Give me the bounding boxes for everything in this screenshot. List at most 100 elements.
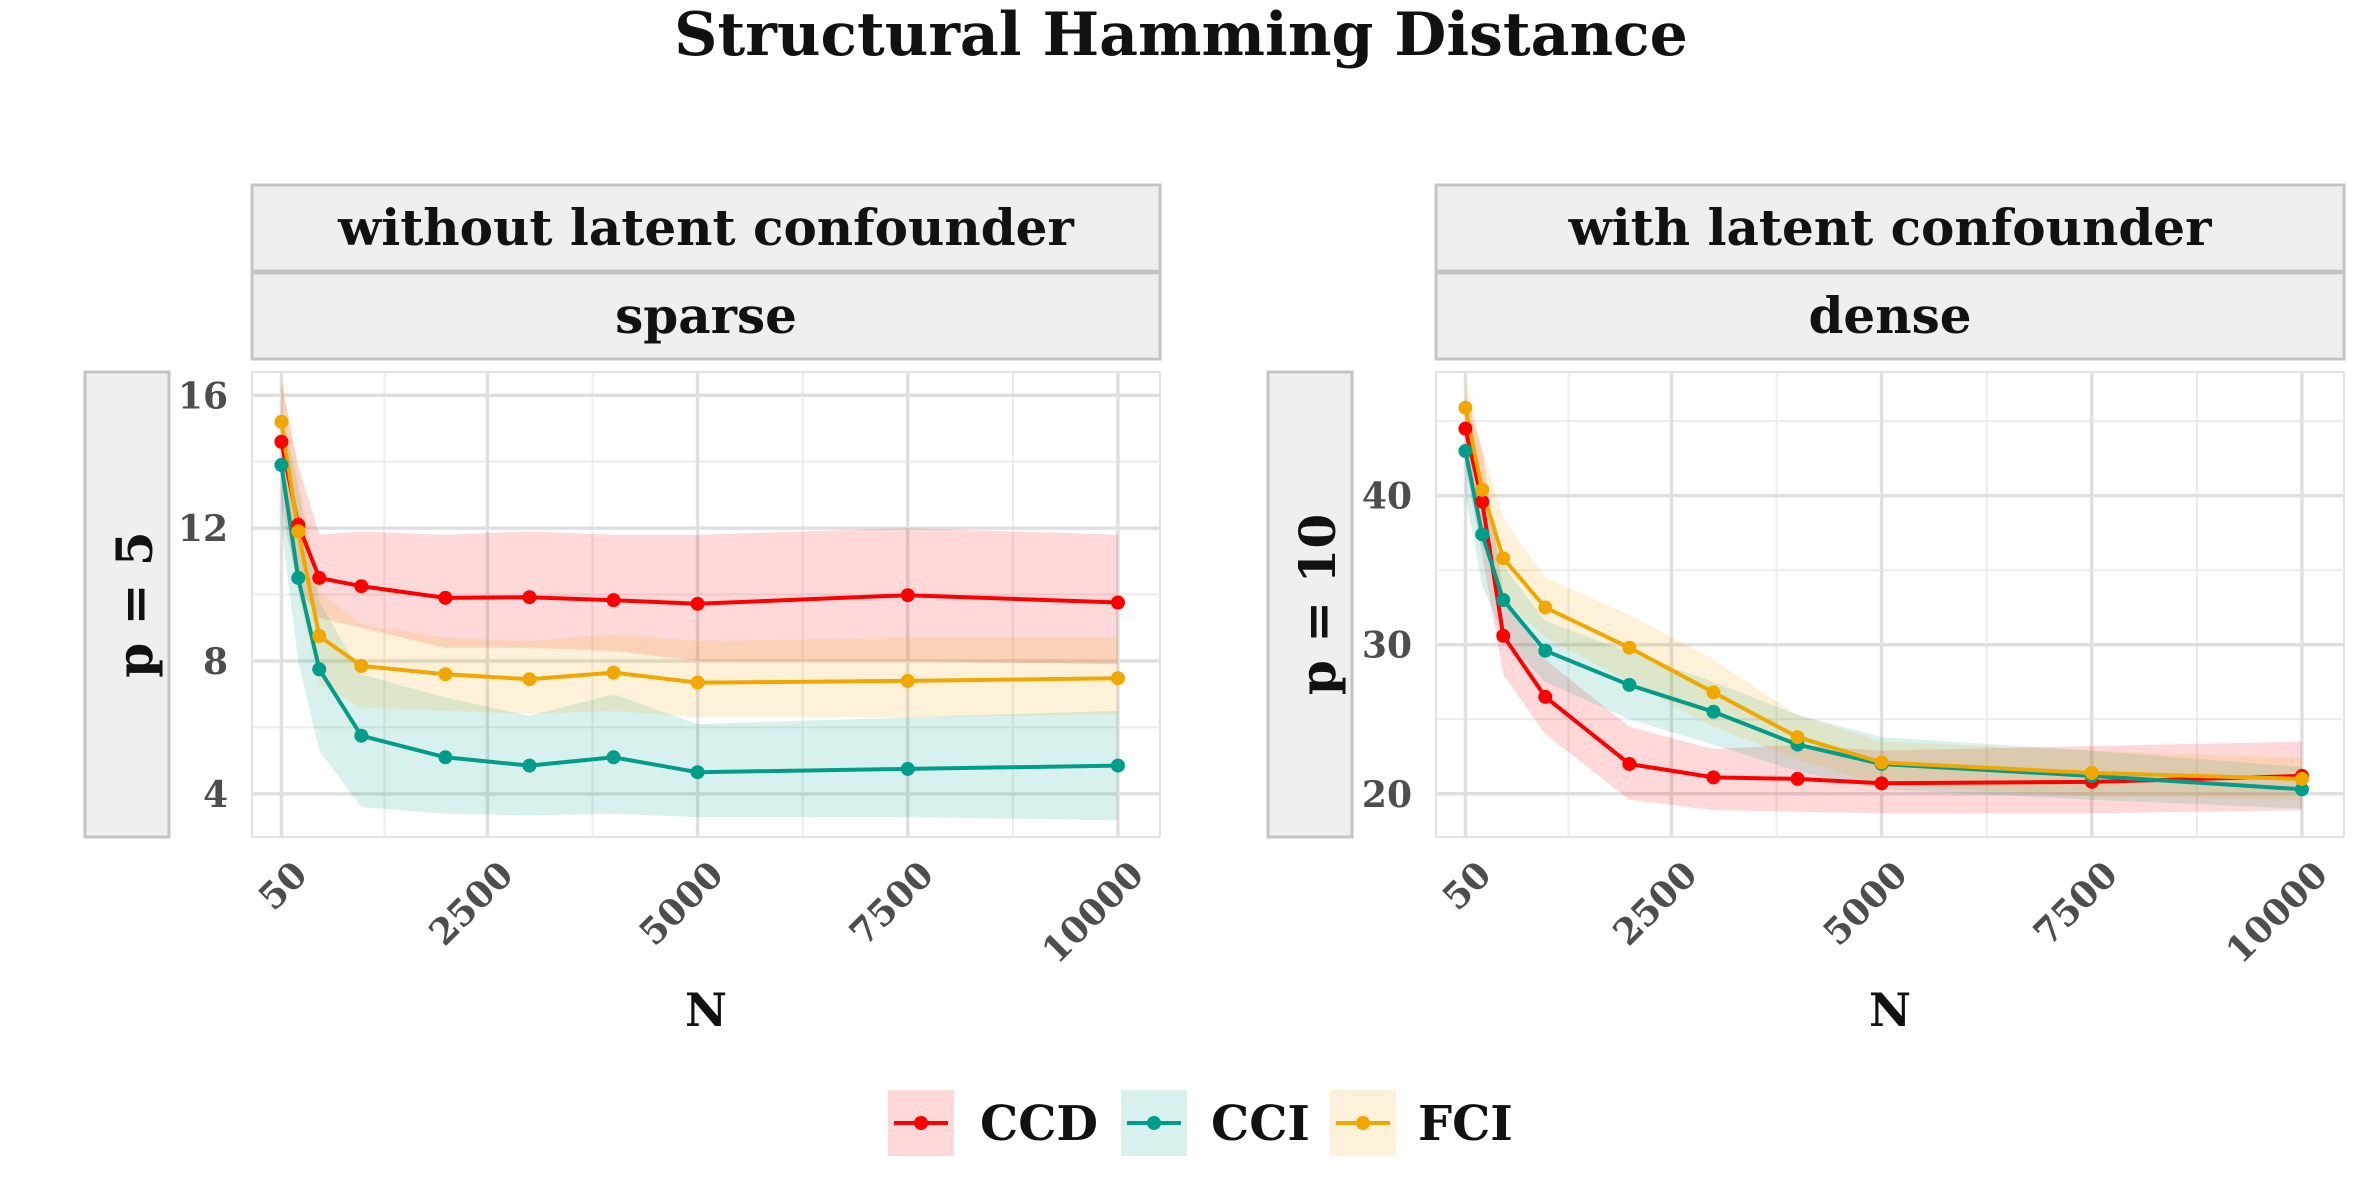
point-ccd — [1874, 776, 1889, 791]
y-tick-label: 16 — [178, 375, 228, 417]
x-tick-label: 7500 — [2025, 853, 2126, 954]
line-ccd — [279, 441, 1119, 606]
row-strip-left-box — [83, 370, 171, 839]
point-fci — [2084, 765, 2099, 780]
x-tick-label: 5000 — [631, 853, 732, 954]
y-tick-label: 40 — [1362, 476, 1412, 518]
point-ccd — [1622, 756, 1637, 771]
point-cci — [291, 570, 306, 585]
band-cci — [281, 408, 1118, 821]
strip-mid-right: dense — [1808, 286, 1971, 345]
point-fci — [690, 675, 705, 690]
line-cci — [1463, 450, 2303, 792]
legend: CCD CCI FCI — [888, 1090, 1513, 1156]
point-cci — [900, 761, 915, 776]
point-fci — [274, 414, 289, 429]
point-cci — [1458, 443, 1473, 458]
strip-top-left-box — [250, 183, 1162, 273]
point-fci — [900, 673, 915, 688]
y-tick-label: 8 — [203, 641, 228, 683]
point-ccd — [1110, 595, 1125, 610]
x-axis-title-left: N — [685, 983, 727, 1037]
x-tick-label: 10000 — [2218, 853, 2336, 971]
point-ccd — [690, 596, 705, 611]
chart-title: Structural Hamming Distance — [674, 0, 1688, 70]
point-fci — [1458, 400, 1473, 415]
point-fci — [1110, 671, 1125, 686]
point-ccd — [438, 590, 453, 605]
x-tick-label: 7500 — [841, 853, 942, 954]
point-fci — [522, 672, 537, 687]
legend-label-fci: FCI — [1418, 1096, 1513, 1152]
point-cci — [438, 750, 453, 765]
strip-mid-right-box — [1434, 271, 2346, 361]
point-fci — [1538, 600, 1553, 615]
facet-right-strips: with latent confounder dense p = 10 — [1266, 183, 2346, 839]
strip-top-left: without latent confounder — [337, 198, 1074, 257]
band-fci — [281, 375, 1118, 718]
point-ccd — [900, 588, 915, 603]
point-fci — [1496, 551, 1511, 566]
line-cci — [279, 464, 1119, 775]
point-cci — [522, 758, 537, 773]
point-cci — [1496, 593, 1511, 608]
point-ccd — [1496, 628, 1511, 643]
y-tick-label: 20 — [1362, 774, 1412, 816]
row-strip-right-box — [1266, 370, 1354, 839]
point-fci — [1790, 730, 1805, 745]
point-fci — [1475, 482, 1490, 497]
point-ccd — [1475, 494, 1490, 509]
point-fci — [1622, 640, 1637, 655]
x-tick-label: 2500 — [421, 853, 522, 954]
point-cci — [2294, 782, 2309, 797]
y-tick-label: 30 — [1362, 625, 1412, 667]
point-ccd — [1538, 689, 1553, 704]
strip-top-right: with latent confounder — [1568, 198, 2213, 257]
x-tick-label: 50 — [250, 853, 315, 918]
panel-left: 4 8 12 16 50 2500 5000 7500 10000 — [178, 371, 1161, 972]
point-cci — [1706, 704, 1721, 719]
legend-label-cci: CCI — [1211, 1096, 1310, 1152]
legend-point-fci — [1356, 1116, 1370, 1130]
point-ccd — [1790, 771, 1805, 786]
panel-border — [1435, 371, 2345, 838]
strip-mid-left: sparse — [615, 286, 797, 345]
legend-point-cci — [1147, 1116, 1161, 1130]
line-fci — [1463, 407, 2303, 781]
strip-top-right-box — [1434, 183, 2346, 273]
point-fci — [438, 667, 453, 682]
point-cci — [606, 750, 621, 765]
point-ccd — [274, 434, 289, 449]
point-cci — [274, 458, 289, 472]
band-ccd — [1465, 394, 2302, 814]
row-strip-left: p = 5 — [105, 531, 164, 677]
x-tick-label: 10000 — [1034, 853, 1152, 971]
panel-right: 20 30 40 50 2500 5000 7500 10000 — [1362, 371, 2345, 972]
point-fci — [354, 658, 369, 673]
x-tick-label: 50 — [1434, 853, 1499, 918]
x-tick-label: 2500 — [1605, 853, 1706, 954]
point-fci — [1874, 755, 1889, 770]
strip-mid-left-box — [250, 271, 1162, 361]
point-cci — [1475, 527, 1490, 542]
band-fci — [1465, 379, 2302, 800]
point-ccd — [522, 590, 537, 605]
point-ccd — [1706, 770, 1721, 785]
point-cci — [354, 728, 369, 743]
facet-left-strips: without latent confounder sparse p = 5 — [83, 183, 1162, 839]
row-strip-right: p = 10 — [1288, 514, 1347, 695]
point-cci — [312, 662, 327, 677]
point-cci — [1538, 643, 1553, 658]
point-fci — [606, 665, 621, 680]
point-fci — [2294, 771, 2309, 786]
point-ccd — [606, 593, 621, 608]
x-tick-label: 5000 — [1815, 853, 1916, 954]
point-fci — [1706, 685, 1721, 700]
y-tick-label: 12 — [178, 508, 228, 550]
point-ccd — [354, 579, 369, 594]
band-cci — [1465, 407, 2302, 809]
line-fci — [279, 421, 1119, 685]
point-fci — [291, 524, 306, 539]
point-fci — [312, 629, 327, 644]
